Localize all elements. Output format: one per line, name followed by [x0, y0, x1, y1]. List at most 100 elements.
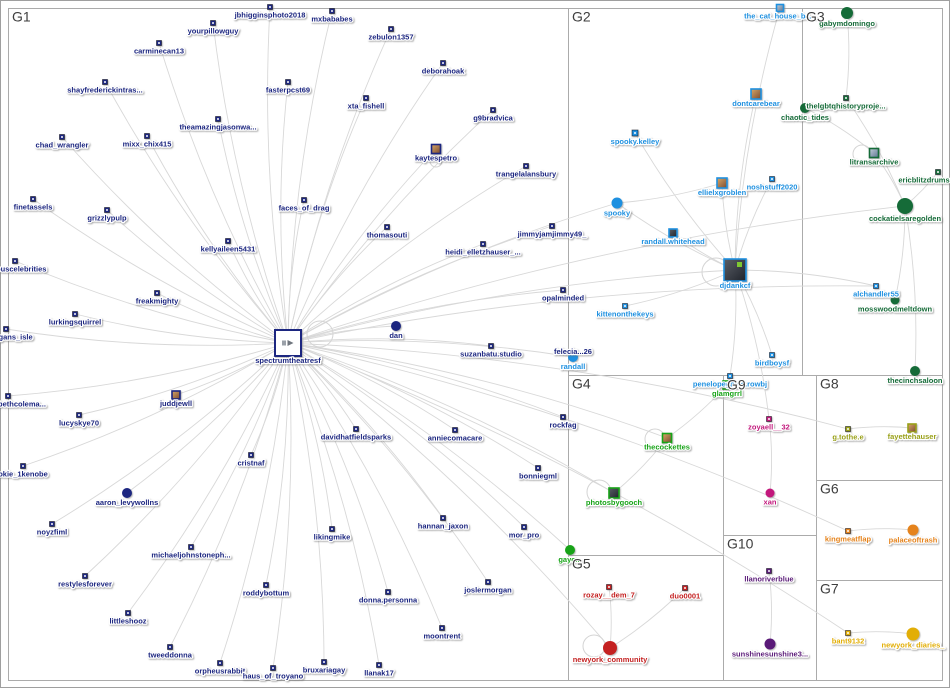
- node-haus_of_troyano[interactable]: [270, 665, 276, 671]
- node-yourpillowguy[interactable]: [210, 20, 216, 26]
- node-dan[interactable]: [391, 321, 401, 331]
- node-cockatielsaregolden[interactable]: [897, 198, 913, 214]
- node-thecockettes[interactable]: [661, 432, 673, 444]
- node-djdankcf[interactable]: [723, 258, 747, 282]
- node-bonniegml[interactable]: [535, 465, 541, 471]
- node-aaron_levywollns[interactable]: [122, 488, 132, 498]
- node-heidi_elletzhauser_...[interactable]: [480, 241, 486, 247]
- node-trangelalansbury[interactable]: [523, 163, 529, 169]
- node-randall.whitehead[interactable]: [668, 228, 678, 238]
- node-circle[interactable]: [890, 295, 900, 305]
- node-zebulon1357[interactable]: [388, 26, 394, 32]
- node-carminecan13[interactable]: [156, 40, 162, 46]
- node-suzanbatu.studio[interactable]: [488, 343, 494, 349]
- node-g9bradvica[interactable]: [490, 107, 496, 113]
- node-image[interactable]: [907, 423, 917, 433]
- node-orpheusrabbit[interactable]: [217, 660, 223, 666]
- node-circle[interactable]: [906, 627, 920, 641]
- node-kingmeatflap[interactable]: [845, 528, 851, 534]
- node-newyork_diaries_[interactable]: [906, 627, 920, 641]
- node-randall[interactable]: [568, 352, 578, 362]
- node-joslermorgan[interactable]: [485, 579, 491, 585]
- node-image[interactable]: [608, 487, 620, 499]
- node-spooky.kelley[interactable]: [631, 129, 639, 137]
- node-circle[interactable]: [841, 7, 853, 19]
- node-circle[interactable]: [907, 524, 919, 536]
- node-spectrumtheatresf[interactable]: [274, 329, 302, 357]
- node-image[interactable]: [668, 228, 678, 238]
- node-alchandler55[interactable]: [873, 283, 879, 289]
- node-image[interactable]: [723, 258, 747, 282]
- node-anniecomacare[interactable]: [452, 427, 458, 433]
- node-image[interactable]: [430, 143, 442, 155]
- node-michelebethcolema...[interactable]: [5, 393, 11, 399]
- node-circle[interactable]: [568, 352, 578, 362]
- node-kaytespetro[interactable]: [430, 143, 442, 155]
- node-moontrent[interactable]: [439, 625, 445, 631]
- node-fayettehauser[interactable]: [907, 423, 917, 433]
- node-littleshooz[interactable]: [125, 610, 131, 616]
- node-image[interactable]: [775, 3, 785, 13]
- node-jbhigginsphoto2018[interactable]: [267, 4, 273, 10]
- node-circle[interactable]: [910, 366, 920, 376]
- node-image[interactable]: [750, 88, 762, 100]
- node-image[interactable]: [716, 177, 728, 189]
- node-roddybottum[interactable]: [263, 582, 269, 588]
- node-thelgbtqhistoryproje...[interactable]: [843, 95, 849, 101]
- node-thecinchsaloon[interactable]: [910, 366, 920, 376]
- node-image[interactable]: [868, 147, 880, 159]
- node-mixx_chix415[interactable]: [144, 133, 150, 139]
- node-jealouscelebrities[interactable]: [12, 258, 18, 264]
- node-chaotic_tides[interactable]: [800, 103, 810, 113]
- node-deborahoak[interactable]: [440, 60, 446, 66]
- node-birdboysf[interactable]: [769, 352, 775, 358]
- node-newyork_community[interactable]: [603, 641, 617, 655]
- node-xan[interactable]: [765, 488, 775, 498]
- node-circle[interactable]: [764, 638, 776, 650]
- node-bant9132[interactable]: [845, 630, 851, 636]
- node-opalminded[interactable]: [560, 287, 566, 293]
- node-ellielxgroblen[interactable]: [716, 177, 728, 189]
- node-gayc...[interactable]: [565, 545, 575, 555]
- node-circle[interactable]: [391, 321, 401, 331]
- node-penelopegayle.rowbj[interactable]: [727, 373, 733, 379]
- node-circle[interactable]: [800, 103, 810, 113]
- node-shayfrederickintras...[interactable]: [102, 79, 108, 85]
- node-zoyaell__32[interactable]: [766, 416, 772, 422]
- node-kellyaileen5431[interactable]: [225, 238, 231, 244]
- node-davidhatfieldsparks[interactable]: [353, 426, 359, 432]
- node-llanoriverblue[interactable]: [766, 568, 772, 574]
- node-glamgrrl[interactable]: [722, 380, 732, 390]
- node-finetassels[interactable]: [30, 196, 36, 202]
- node-shelligans_isle[interactable]: [3, 326, 9, 332]
- node-theamazingjasonwa...[interactable]: [215, 116, 221, 122]
- node-grizzlypulp[interactable]: [104, 207, 110, 213]
- node-tweeddonna[interactable]: [167, 644, 173, 650]
- node-cristnaf[interactable]: [248, 452, 254, 458]
- node-lucyskye70[interactable]: [76, 412, 82, 418]
- node-sunshinesunshine3...[interactable]: [764, 638, 776, 650]
- node-fasterpcst69[interactable]: [285, 79, 291, 85]
- node-okie_1kenobe[interactable]: [20, 463, 26, 469]
- node-noshstuff2020[interactable]: [769, 176, 775, 182]
- node-llanak17[interactable]: [376, 662, 382, 668]
- node-the_cat_house_ba...[interactable]: [775, 3, 785, 13]
- node-rozay__dem_7[interactable]: [606, 584, 612, 590]
- node-spooky[interactable]: [611, 197, 623, 209]
- node-michaeljohnstoneph...[interactable]: [188, 544, 194, 550]
- node-g.tothe.e[interactable]: [845, 426, 851, 432]
- node-dontcarebear[interactable]: [750, 88, 762, 100]
- node-freakmighty[interactable]: [154, 290, 160, 296]
- node-donna.personna[interactable]: [385, 589, 391, 595]
- node-duo0001[interactable]: [682, 585, 688, 591]
- node-mosswoodmeltdown[interactable]: [890, 295, 900, 305]
- node-circle[interactable]: [611, 197, 623, 209]
- node-mor_pro[interactable]: [521, 524, 527, 530]
- node-circle[interactable]: [765, 488, 775, 498]
- node-gabymdomingo[interactable]: [841, 7, 853, 19]
- node-noyzfiml[interactable]: [49, 521, 55, 527]
- node-xta_fishell[interactable]: [363, 95, 369, 101]
- node-image[interactable]: [722, 380, 732, 390]
- node-kittenonthekeys[interactable]: [622, 303, 628, 309]
- node-juddjewll[interactable]: [171, 390, 181, 400]
